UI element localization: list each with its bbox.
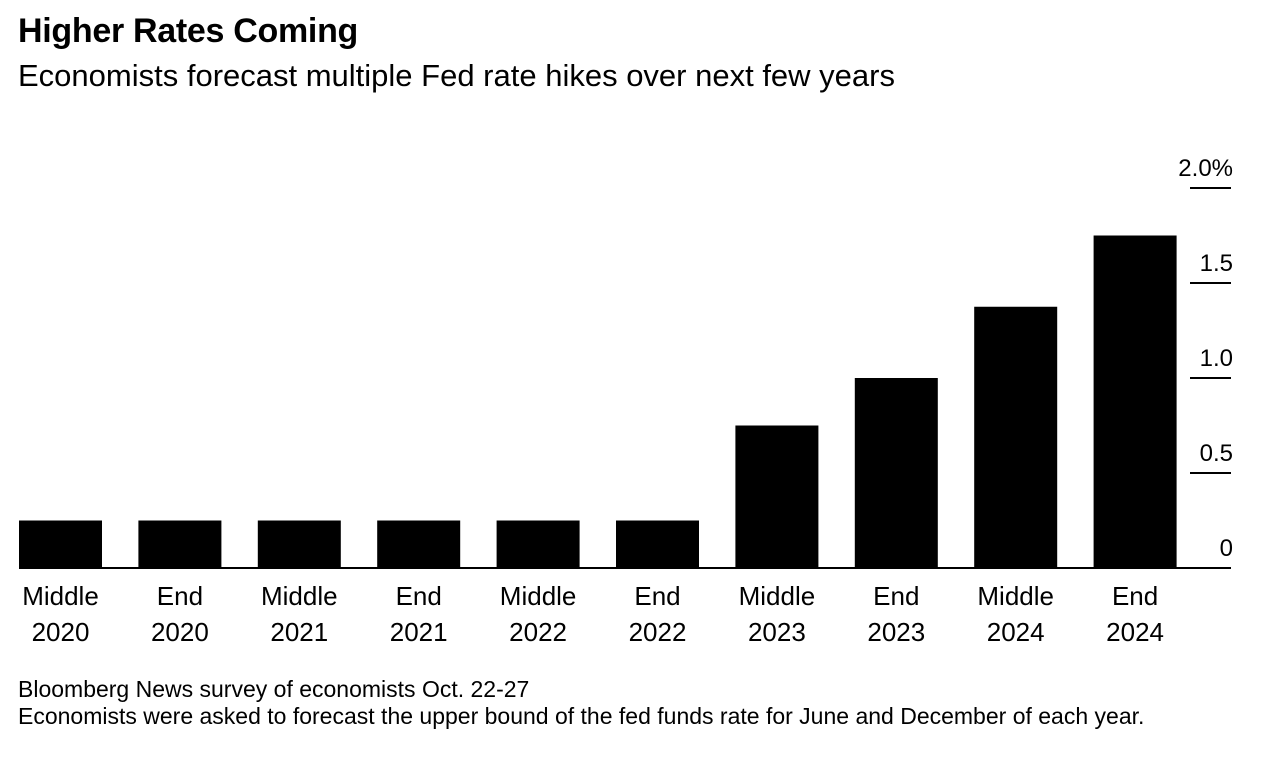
source-note: Bloomberg News survey of economists Oct.… <box>18 676 530 702</box>
bar <box>19 520 102 568</box>
chart-subtitle: Economists forecast multiple Fed rate hi… <box>18 58 895 93</box>
bar <box>974 306 1058 568</box>
bar <box>257 520 341 568</box>
y-tick-label: 2.0% <box>1178 155 1233 182</box>
chart-footer: Bloomberg News survey of economists Oct.… <box>18 676 1248 730</box>
bar <box>138 520 222 568</box>
x-tick-label: Middle 2024 <box>977 581 1054 647</box>
chart-title: Higher Rates Coming <box>18 12 359 50</box>
y-tick-label: 1.5 <box>1200 250 1233 277</box>
bar <box>735 425 819 568</box>
y-tick-label: 0.5 <box>1200 440 1233 467</box>
bar <box>377 520 461 568</box>
x-tick-label: End 2020 <box>151 581 209 647</box>
bar <box>854 378 938 568</box>
y-tick-label: 1.0 <box>1200 345 1233 372</box>
x-tick-label: End 2024 <box>1106 581 1164 647</box>
x-tick-label: End 2023 <box>867 581 925 647</box>
x-tick-label: Middle 2023 <box>739 581 816 647</box>
x-tick-label: Middle 2020 <box>22 581 99 647</box>
x-tick-label: End 2021 <box>390 581 448 647</box>
methodology-note: Economists were asked to forecast the up… <box>18 703 1145 729</box>
bar <box>496 520 580 568</box>
bar <box>1093 235 1177 568</box>
y-tick-label: 0 <box>1220 535 1233 562</box>
bar <box>616 520 699 568</box>
x-tick-label: Middle 2021 <box>261 581 338 647</box>
x-tick-label: End 2022 <box>629 581 687 647</box>
x-tick-label: Middle 2022 <box>500 581 577 647</box>
